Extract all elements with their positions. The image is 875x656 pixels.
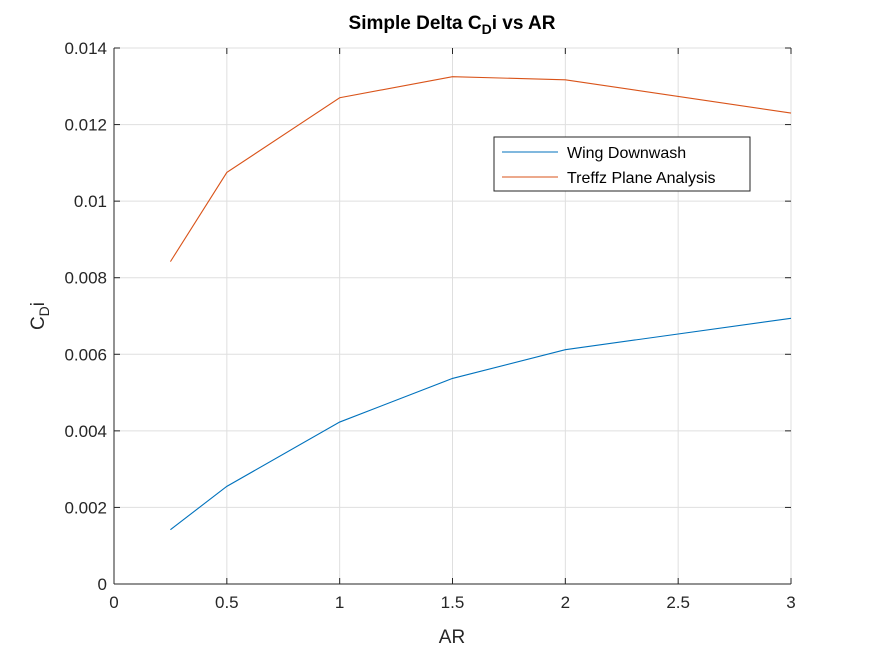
x-tick-label: 2.5 xyxy=(666,593,690,612)
x-tick-label: 0.5 xyxy=(215,593,239,612)
y-axis-label: CDi xyxy=(28,302,52,330)
legend-box xyxy=(493,136,751,192)
y-tick-label: 0.014 xyxy=(64,39,107,58)
legend: Wing Downwash Treffz Plane Analysis xyxy=(493,136,751,192)
x-tick-label: 2 xyxy=(561,593,570,612)
legend-label-0: Wing Downwash xyxy=(567,145,686,162)
y-tick-label: 0.002 xyxy=(64,498,107,517)
series-line-0 xyxy=(170,317,792,531)
y-tick-label: 0.006 xyxy=(64,345,107,364)
x-axis-label: AR xyxy=(439,627,465,648)
y-tick-label: 0.01 xyxy=(74,192,107,211)
x-tick-label: 1 xyxy=(335,593,344,612)
series-line-1 xyxy=(169,76,792,262)
tick-labels: 0 0.5 1 1.5 2 2.5 3 0 0.002 0.004 0.006 0.008 0.01 0.… xyxy=(64,39,795,612)
legend-label-1: Treffz Plane Analysis xyxy=(567,170,716,187)
x-tick-label: 1.5 xyxy=(441,593,465,612)
x-tick-label: 0 xyxy=(109,593,118,612)
y-tick-label: 0.008 xyxy=(64,269,107,288)
grid xyxy=(113,47,792,585)
y-tick-label: 0.004 xyxy=(64,422,107,441)
x-tick-label: 3 xyxy=(786,593,795,612)
y-tick-label: 0 xyxy=(98,575,107,594)
axes xyxy=(113,47,792,585)
y-tick-label: 0.012 xyxy=(64,116,107,135)
chart-title: Simple Delta CDi vs AR xyxy=(349,13,556,37)
series-lines xyxy=(169,76,792,531)
